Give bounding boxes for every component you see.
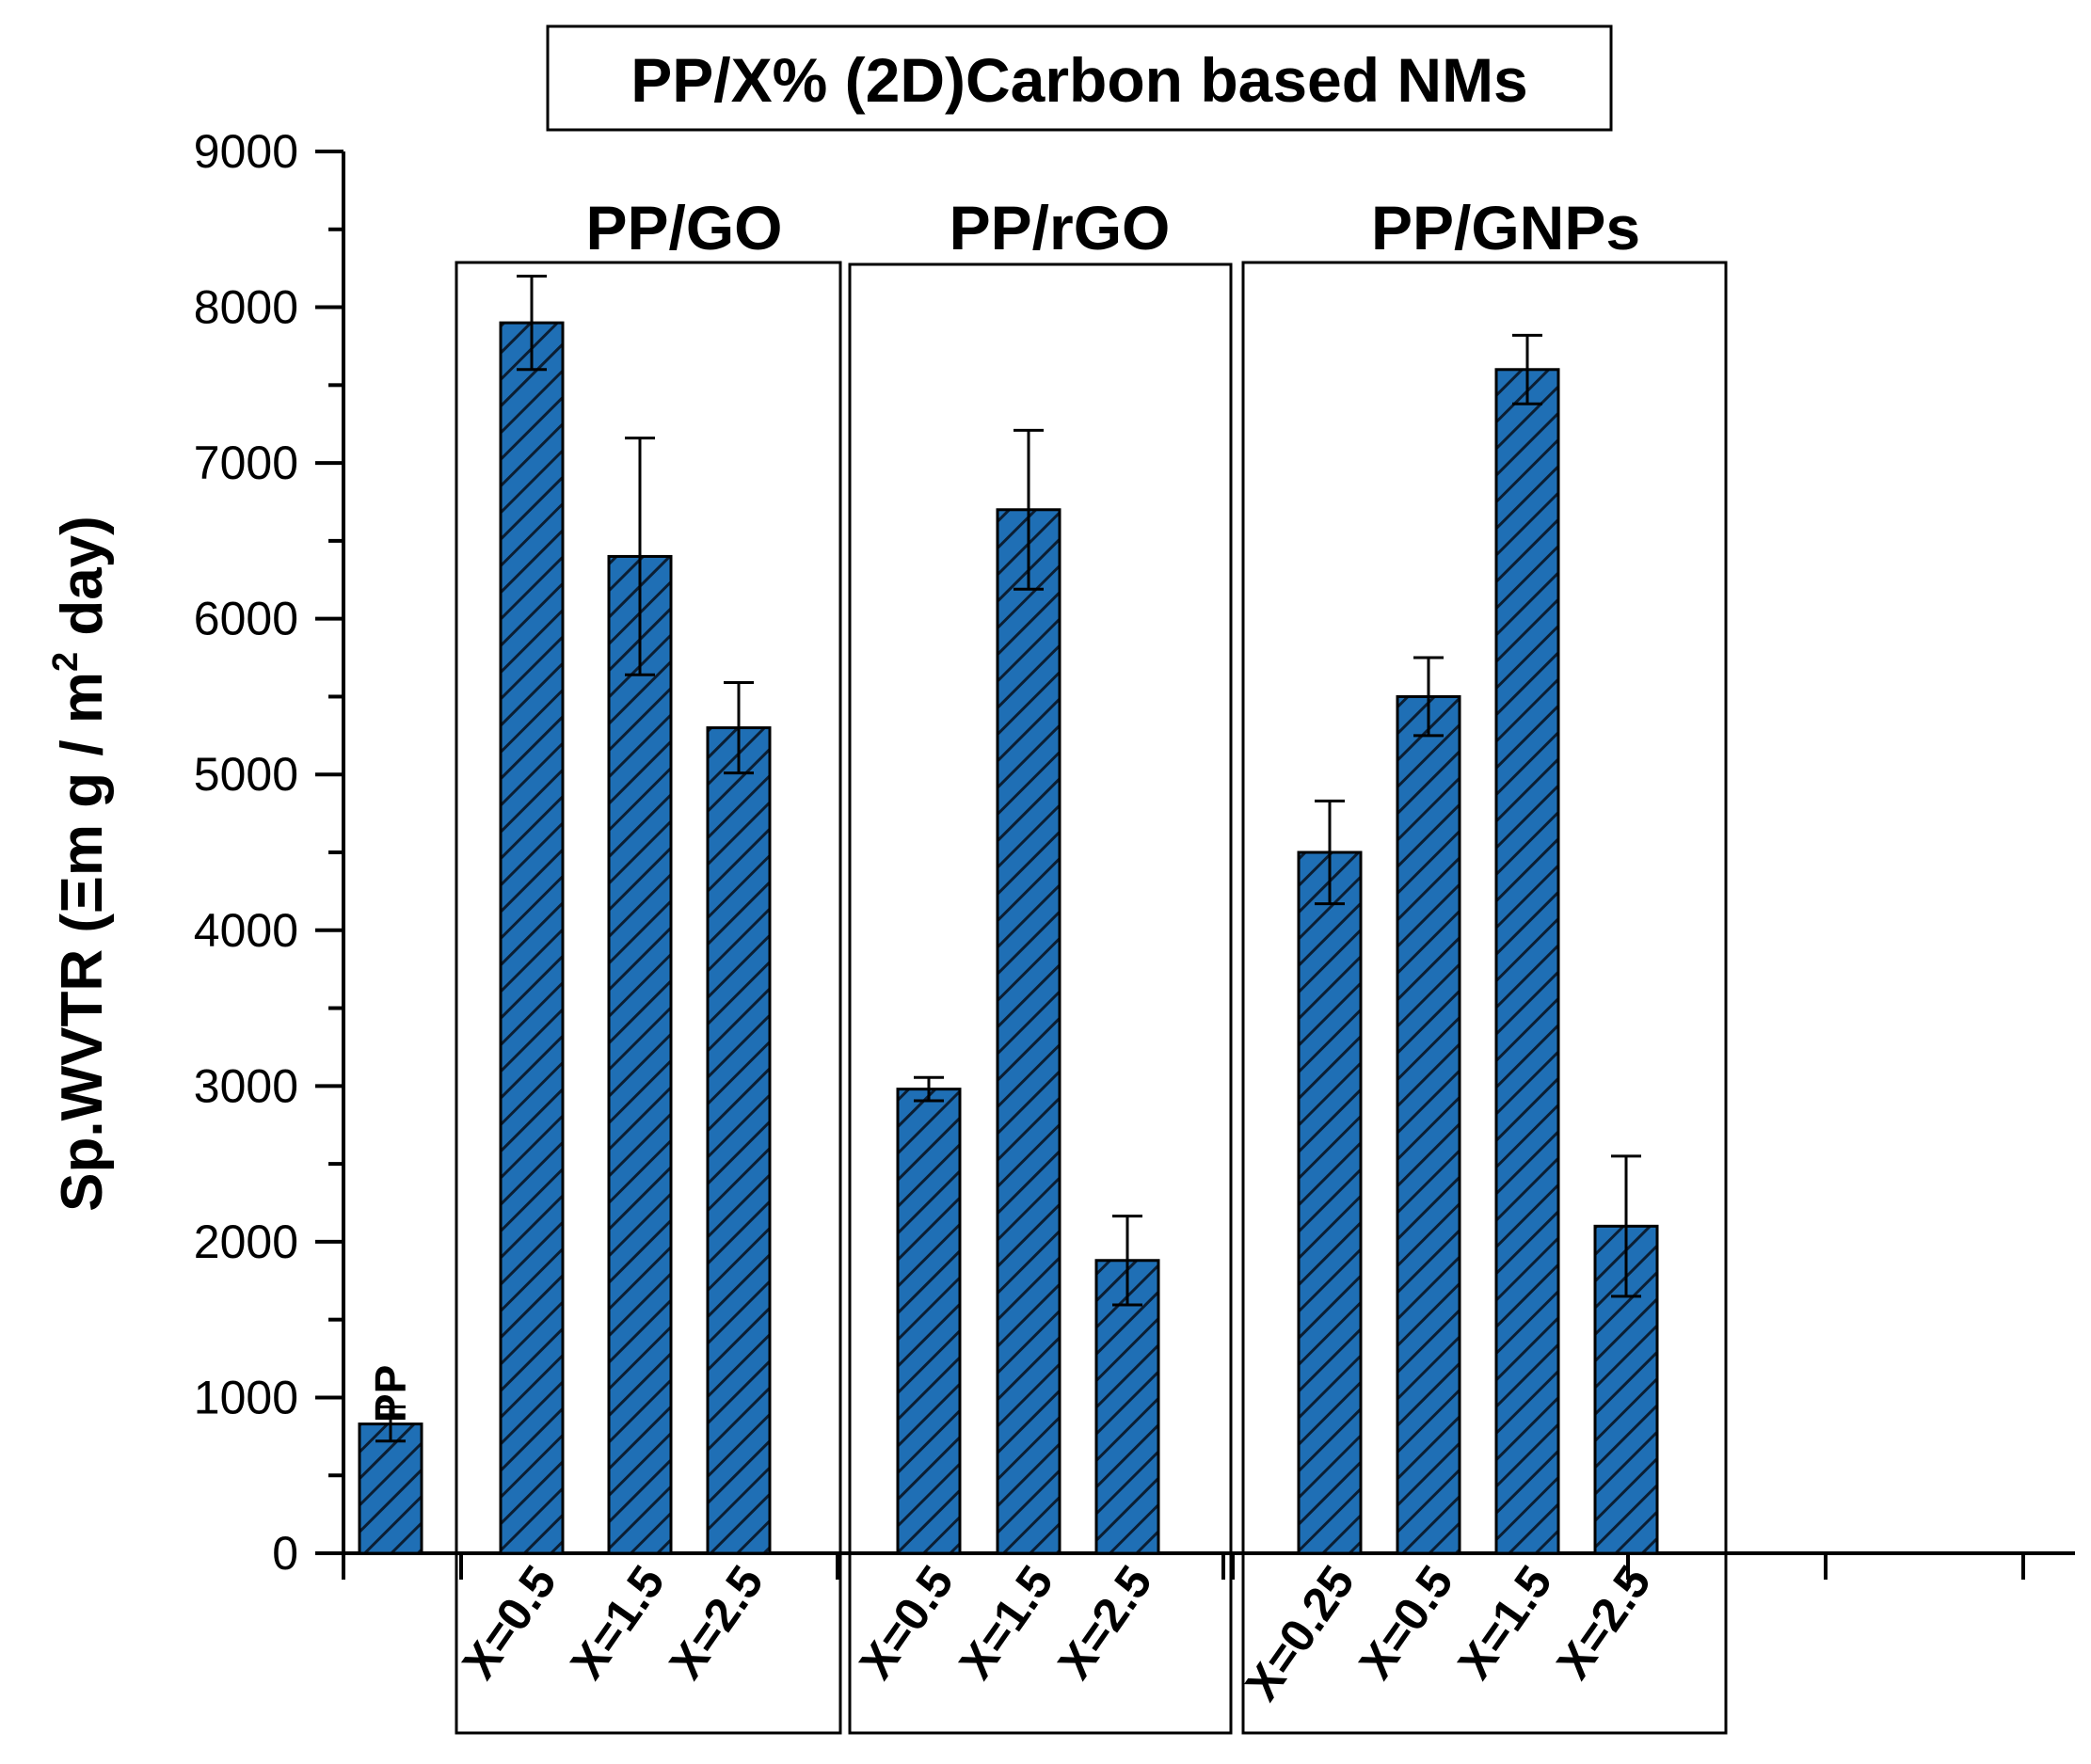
group-label: PP/GO [585, 193, 782, 262]
x-category-label: X=2.5 [1047, 1556, 1162, 1688]
bar [1494, 368, 1560, 1555]
group-label: PP/rGO [950, 193, 1171, 262]
error-bars [375, 274, 1641, 1443]
title-box [546, 24, 1613, 132]
bar [1297, 850, 1363, 1555]
y-tick-label: 9000 [194, 125, 298, 178]
x-category-label: X=2.5 [659, 1556, 774, 1688]
bar [896, 1088, 962, 1555]
x-category-label: X=1.5 [560, 1556, 675, 1688]
x-category-label: X=0.5 [452, 1556, 567, 1688]
bar [358, 1422, 423, 1555]
group-label: PP/GNPs [1371, 193, 1640, 262]
x-category-label: X=1.5 [949, 1556, 1063, 1688]
y-tick-label: 2000 [194, 1216, 298, 1268]
y-tick-label: 4000 [194, 904, 298, 957]
bar [706, 726, 772, 1555]
x-category-label: X=0.5 [849, 1556, 964, 1688]
group-box [848, 262, 1233, 1735]
x-category-label: X=1.5 [1447, 1556, 1562, 1688]
baseline-label: PP [366, 1365, 415, 1422]
bar [499, 321, 565, 1555]
y-tick-label: 5000 [194, 748, 298, 801]
y-tick-label: 7000 [194, 437, 298, 489]
group-boxes [455, 261, 1728, 1735]
x-category-label: X=2.5 [1546, 1556, 1661, 1688]
group-box [1241, 261, 1728, 1735]
y-tick-label: 8000 [194, 281, 298, 334]
chart-title: PP/X% (2D)Carbon based NMs [630, 45, 1528, 115]
x-category-label: X=0.5 [1349, 1556, 1463, 1688]
group-box [455, 261, 842, 1735]
y-tick-label: 0 [272, 1527, 298, 1580]
axes: 0 1000 2000 3000 4000 5000 6000 7000 8000 9000 [194, 125, 2075, 1580]
bars [358, 321, 1659, 1555]
y-tick-label: 3000 [194, 1059, 298, 1112]
y-tick-label: 1000 [194, 1371, 298, 1423]
bar [607, 554, 673, 1555]
y-tick-label: 6000 [194, 593, 298, 645]
y-axis-label: Sp.WVTR (Ξm g / m2 day) [46, 516, 115, 1212]
bar [996, 508, 1061, 1555]
x-category-label: X=0.25 [1235, 1556, 1365, 1709]
bar [1396, 694, 1461, 1555]
